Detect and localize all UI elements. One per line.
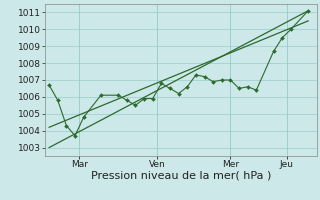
X-axis label: Pression niveau de la mer( hPa ): Pression niveau de la mer( hPa ): [91, 171, 271, 181]
